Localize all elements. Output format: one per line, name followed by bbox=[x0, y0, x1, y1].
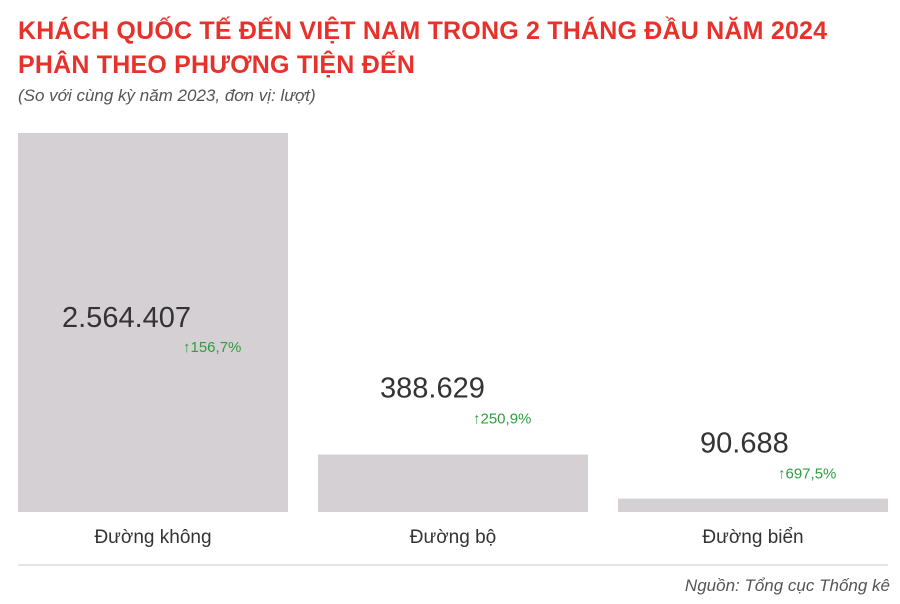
title-line-2: PHÂN THEO PHƯƠNG TIỆN ĐẾN bbox=[18, 51, 416, 79]
value-label-1: 388.629 bbox=[380, 373, 485, 405]
bar-0 bbox=[18, 133, 288, 512]
bar-2 bbox=[618, 498, 888, 512]
change-label-1: ↑250,9% bbox=[473, 411, 531, 428]
chart-title: KHÁCH QUỐC TẾ ĐẾN VIỆT NAM TRONG 2 THÁNG… bbox=[18, 14, 827, 82]
value-label-2: 90.688 bbox=[700, 428, 789, 460]
category-label-1: Đường bộ bbox=[410, 527, 496, 548]
change-label-2: ↑697,5% bbox=[778, 466, 836, 483]
category-label-0: Đường không bbox=[94, 527, 211, 548]
value-label-0: 2.564.407 bbox=[62, 302, 191, 334]
chart-subtitle: (So với cùng kỳ năm 2023, đơn vị: lượt) bbox=[18, 86, 316, 105]
source-note: Nguồn: Tổng cục Thống kê bbox=[684, 576, 890, 595]
bar-1 bbox=[318, 454, 588, 512]
change-label-0: ↑156,7% bbox=[183, 339, 241, 356]
category-label-2: Đường biển bbox=[702, 527, 803, 548]
title-line-1: KHÁCH QUỐC TẾ ĐẾN VIỆT NAM TRONG 2 THÁNG… bbox=[18, 17, 828, 45]
